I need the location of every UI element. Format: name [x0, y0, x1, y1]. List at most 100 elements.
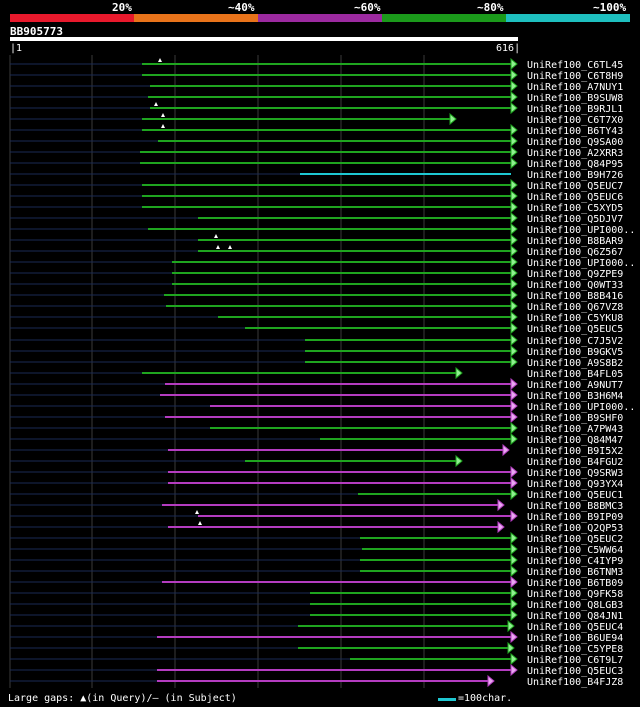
- legend-label-100: ~100%: [593, 1, 627, 14]
- alignment-arrow: [510, 355, 518, 369]
- alignment-arrow: [510, 575, 518, 589]
- alignment-arrow: [510, 597, 518, 611]
- legend-bar-80: [382, 14, 506, 22]
- query-gap-marker: [214, 234, 218, 238]
- alignment-arrow: [510, 344, 518, 358]
- hit-label: UniRef100_B6TY43: [527, 126, 623, 137]
- ruler-start: |1: [10, 43, 23, 54]
- alignment-arrow: [497, 498, 505, 512]
- hit-label: UniRef100_B3H6M4: [527, 391, 623, 402]
- query-gap-marker: [195, 510, 199, 514]
- hit-label: UniRef100_UPI000..: [527, 402, 635, 413]
- hit-label: UniRef100_Q2QP53: [527, 523, 623, 534]
- scale-text: =100char.: [458, 693, 513, 704]
- hit-label: UniRef100_Q5EUC3: [527, 666, 623, 677]
- hit-label: UniRef100_Q9SA00: [527, 137, 623, 148]
- alignment-arrow: [510, 211, 518, 225]
- hit-label: UniRef100_Q0WT33: [527, 280, 623, 291]
- hit-label: UniRef100_C6TL45: [527, 60, 623, 71]
- query-gap-marker: [161, 113, 165, 117]
- alignment-arrow: [507, 619, 515, 633]
- alignment-arrow: [510, 388, 518, 402]
- alignment-arrow: [510, 663, 518, 677]
- legend-bar-60: [258, 14, 382, 22]
- alignment-arrow: [510, 476, 518, 490]
- hit-label: UniRef100_B4FGU2: [527, 457, 623, 468]
- alignment-arrow: [510, 421, 518, 435]
- alignment-arrow: [510, 200, 518, 214]
- hit-label: UniRef100_Q84M47: [527, 435, 623, 446]
- alignment-arrow: [510, 509, 518, 523]
- hit-label: UniRef100_B6UE94: [527, 633, 623, 644]
- hit-label: UniRef100_Q84JN1: [527, 611, 623, 622]
- hit-label: UniRef100_C6T9L7: [527, 655, 623, 666]
- hit-label: UniRef100_Q8LGB3: [527, 600, 623, 611]
- alignment-arrow: [510, 333, 518, 347]
- hit-label: UniRef100_B9SHF0: [527, 413, 623, 424]
- alignment-arrow: [507, 641, 515, 655]
- hit-label: UniRef100_B8BAR9: [527, 236, 623, 247]
- hit-label: UniRef100_Q5EUC1: [527, 490, 623, 501]
- alignment-arrow: [510, 299, 518, 313]
- hit-label: UniRef100_C6T8H9: [527, 71, 623, 82]
- hit-label: UniRef100_A9NUT7: [527, 380, 623, 391]
- hit-label: UniRef100_Q5EUC6: [527, 192, 623, 203]
- legend-bar-40: [134, 14, 258, 22]
- alignment-arrow: [510, 310, 518, 324]
- alignment-arrow: [510, 608, 518, 622]
- alignment-arrow: [510, 222, 518, 236]
- query-gap-marker: [198, 521, 202, 525]
- alignment-arrow: [510, 586, 518, 600]
- hit-label: UniRef100_UPI000..: [527, 225, 635, 236]
- alignment-arrow: [510, 399, 518, 413]
- alignment-arrow: [455, 454, 463, 468]
- hit-label: UniRef100_C5YKU8: [527, 313, 623, 324]
- alignment-arrow: [510, 487, 518, 501]
- alignment-arrow: [510, 321, 518, 335]
- hit-label: UniRef100_Q84P95: [527, 159, 623, 170]
- alignment-arrow: [510, 531, 518, 545]
- alignment-arrow: [510, 277, 518, 291]
- hit-label: UniRef100_C7J5V2: [527, 336, 623, 347]
- alignment-arrow: [510, 465, 518, 479]
- hit-label: UniRef100_Q93YX4: [527, 479, 623, 490]
- alignment-arrow: [502, 443, 510, 457]
- alignment-arrow: [510, 156, 518, 170]
- ruler-end: 616|: [496, 43, 521, 54]
- hit-label: UniRef100_C5YPE8: [527, 644, 623, 655]
- alignment-arrow: [510, 68, 518, 82]
- hit-label: UniRef100_A2XRR3: [527, 148, 623, 159]
- legend-label-20: 20%: [112, 1, 132, 14]
- hit-label: UniRef100_B9GKV5: [527, 347, 623, 358]
- hit-label: UniRef100_A7PW43: [527, 424, 623, 435]
- hit-label: UniRef100_Q67VZ8: [527, 302, 623, 313]
- alignment-arrow: [510, 630, 518, 644]
- alignment-arrow: [510, 244, 518, 258]
- hit-label: UniRef100_C6T7X0: [527, 115, 623, 126]
- query-gap-marker: [154, 102, 158, 106]
- scale-bar: [438, 698, 456, 701]
- hit-label: UniRef100_Q5EUC7: [527, 181, 623, 192]
- ruler-start-label: 1: [16, 43, 23, 54]
- hit-label: UniRef100_C4IYP9: [527, 556, 623, 567]
- query-ruler: [10, 37, 518, 41]
- alignment-arrow: [510, 553, 518, 567]
- hit-label: UniRef100_Q5EUC4: [527, 622, 623, 633]
- legend-label-80: ~80%: [477, 1, 504, 14]
- hit-label: UniRef100_Q5DJV7: [527, 214, 623, 225]
- query-gap-marker: [158, 58, 162, 62]
- hit-label: UniRef100_B4FJZ8: [527, 677, 623, 688]
- hit-label: UniRef100_B6TB09: [527, 578, 623, 589]
- hit-label: UniRef100_Q9FK58: [527, 589, 623, 600]
- identity-legend: 20% ~40% ~60% ~80% ~100%: [0, 0, 640, 24]
- query-gap-marker: [216, 245, 220, 249]
- alignment-arrow: [510, 542, 518, 556]
- query-gap-marker: [228, 245, 232, 249]
- alignment-arrow: [487, 674, 495, 688]
- alignment-arrow: [455, 366, 463, 380]
- hit-label: UniRef100_C5XYD5: [527, 203, 623, 214]
- alignment-arrow: [510, 134, 518, 148]
- hit-label: UniRef100_Q9SRW3: [527, 468, 623, 479]
- ruler-end-label: 616: [496, 43, 515, 54]
